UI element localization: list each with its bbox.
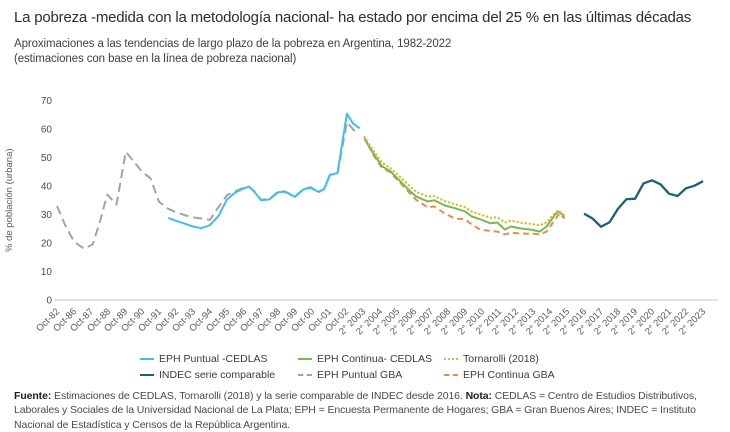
source-note: Fuente: Estimaciones de CEDLAS, Tornarol… <box>0 389 730 432</box>
chart-subtitle: Aproximaciones a las tendencias de largo… <box>14 37 716 68</box>
y-tick-label: 30 <box>41 210 53 221</box>
legend-marker-eph-continua-gba <box>444 374 458 376</box>
y-tick-label: 40 <box>41 182 53 193</box>
fuente-label: Fuente: <box>14 390 52 402</box>
nota-label: Nota: <box>465 390 492 402</box>
legend-label: EPH Puntual GBA <box>317 369 403 381</box>
y-tick-label: 70 <box>41 96 53 107</box>
y-axis-title: % de población (urbana) <box>4 148 15 252</box>
y-tick-label: 50 <box>41 153 53 164</box>
legend-label: EPH Continua GBA <box>463 369 555 381</box>
series-line-eph-continua-cedlas <box>363 138 566 233</box>
chart-subtitle-line2: (estimaciones con base en la línea de po… <box>14 53 297 66</box>
legend-marker-indec-serie-comparable <box>140 374 154 376</box>
y-tick-label: 60 <box>41 125 53 136</box>
chart-header: La pobreza -medida con la metodología na… <box>0 0 730 95</box>
series-line-indec-serie-comparable <box>583 179 704 228</box>
legend-label: Tornarolli (2018) <box>463 353 539 365</box>
chart-title: La pobreza -medida con la metodología na… <box>14 9 692 26</box>
series-line-eph-continua-gba <box>363 135 566 236</box>
y-tick-label: 0 <box>46 296 52 307</box>
legend-label: EPH Puntual -CEDLAS <box>159 353 268 365</box>
legend-label: INDEC serie comparable <box>159 369 276 381</box>
chart-legend: EPH Puntual -CEDLAS EPH Continua- CEDLAS T… <box>140 353 730 381</box>
legend-marker-eph-puntual-gba <box>298 374 312 376</box>
fuente-text: Estimaciones de CEDLAS, Tornarolli (2018… <box>51 390 466 402</box>
legend-item-indec-serie-comparable: INDEC serie comparable <box>140 369 298 381</box>
series-line-eph-puntual-gba <box>56 121 359 250</box>
legend-item-eph-puntual-cedlas: EPH Puntual -CEDLAS <box>140 353 298 365</box>
legend-label: EPH Continua- CEDLAS <box>317 353 432 365</box>
y-tick-label: 10 <box>41 267 53 278</box>
legend-item-tornarolli-2018: Tornarolli (2018) <box>444 353 594 365</box>
legend-marker-eph-continua-cedlas <box>298 358 312 360</box>
y-tick-label: 20 <box>41 239 53 250</box>
legend-item-eph-puntual-gba: EPH Puntual GBA <box>298 369 444 381</box>
chart-subtitle-line1: Aproximaciones a las tendencias de largo… <box>14 37 452 50</box>
series-line-tornarolli-2018 <box>363 136 566 227</box>
legend-marker-eph-puntual-cedlas <box>140 358 154 360</box>
series-line-eph-puntual-cedlas <box>167 112 361 230</box>
legend-item-eph-continua-gba: EPH Continua GBA <box>444 369 594 381</box>
legend-item-eph-continua-cedlas: EPH Continua- CEDLAS <box>298 353 444 365</box>
legend-marker-tornarolli-2018 <box>444 358 458 360</box>
